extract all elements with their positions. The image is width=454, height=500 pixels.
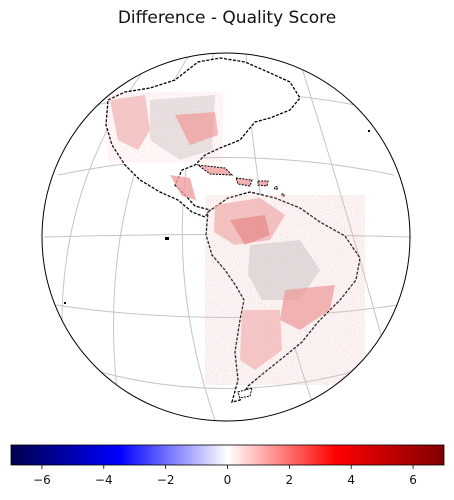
- colorbar-tick-label: 4: [347, 473, 355, 487]
- colorbar-tick-label: −4: [95, 473, 113, 487]
- colorbar-ticks: −6 −4 −2 0 2 4 6: [33, 465, 417, 487]
- caribbean-islands: [196, 164, 285, 197]
- colorbar-tick-label: 2: [286, 473, 294, 487]
- colorbar-tick-label: −6: [33, 473, 51, 487]
- globe-body: [42, 53, 410, 421]
- colorbar-gradient: [10, 444, 445, 466]
- globe-map: [41, 52, 411, 422]
- colorbar-tick-label: 6: [409, 473, 417, 487]
- north-america: [105, 57, 301, 218]
- colorbar-tick-label: 0: [224, 473, 232, 487]
- globe-outline: [41, 52, 411, 422]
- south-america: [205, 191, 365, 403]
- colorbar-tick-label: −2: [157, 473, 175, 487]
- map-title: Difference - Quality Score: [117, 8, 337, 28]
